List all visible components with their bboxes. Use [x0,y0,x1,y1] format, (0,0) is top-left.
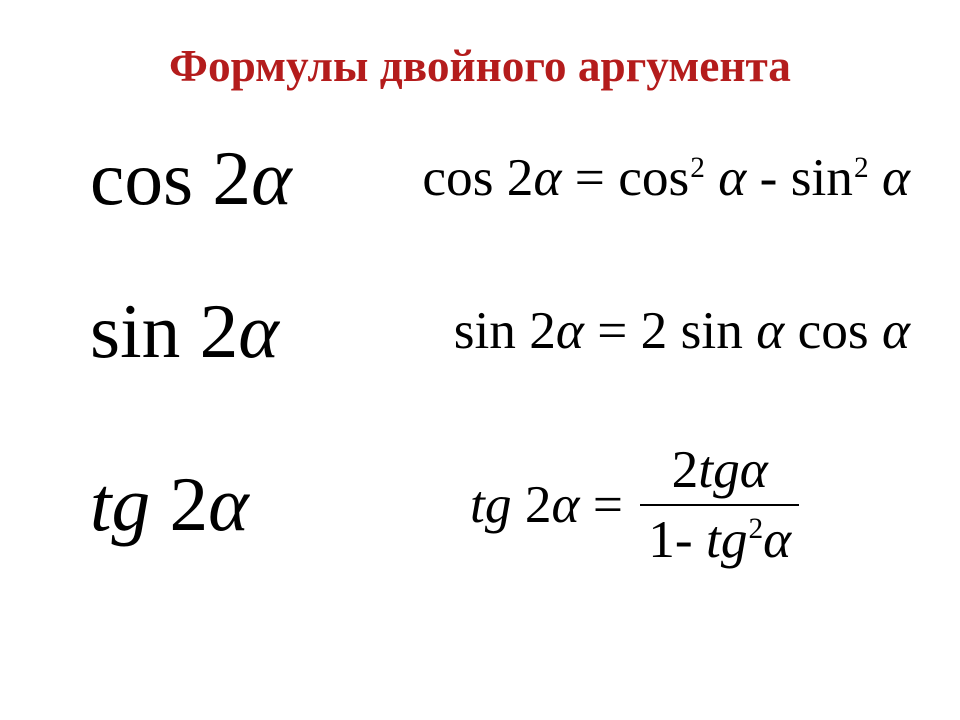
lhs-tg2a: tg 2α [50,458,470,551]
page-title: Формулы двойного аргумента [50,40,910,92]
page: Формулы двойного аргумента cos 2α cos 2α… [0,0,960,720]
rhs-tg2a-formula: tg 2α = 2tgα1- tg2α [470,438,910,572]
formula-row-sin: sin 2α sin 2α = 2 sin α cos α [50,285,910,378]
rhs-sin2a-formula: sin 2α = 2 sin α cos α [454,299,910,363]
rhs-cos2a-formula: cos 2α = cos2 α - sin2 α [422,146,910,210]
formula-rows: cos 2α cos 2α = cos2 α - sin2 α sin 2α s… [50,132,910,572]
formula-row-cos: cos 2α cos 2α = cos2 α - sin2 α [50,132,910,225]
formula-row-tg: tg 2α tg 2α = 2tgα1- tg2α [50,438,910,572]
lhs-cos2a: cos 2α [50,132,422,225]
lhs-sin2a: sin 2α [50,285,454,378]
